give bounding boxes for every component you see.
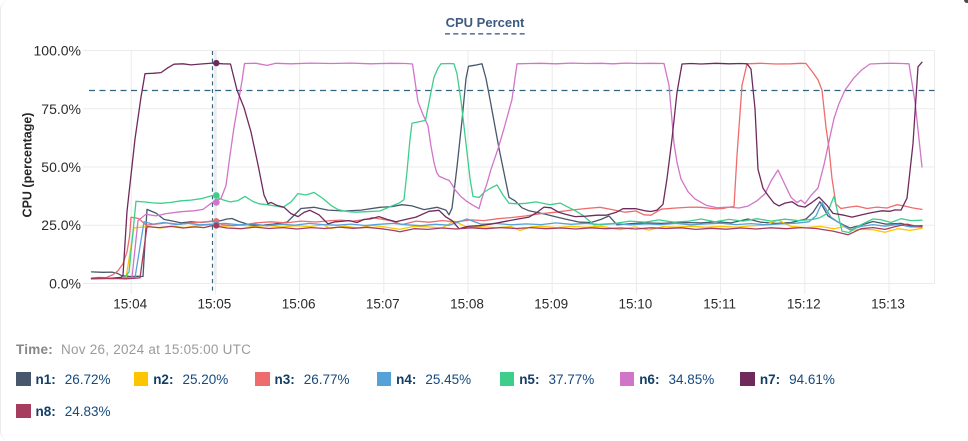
svg-text:15:04: 15:04 — [113, 297, 147, 312]
svg-text:0.0%: 0.0% — [49, 276, 81, 292]
svg-text:15:08: 15:08 — [450, 297, 484, 312]
svg-text:25.0%: 25.0% — [41, 217, 81, 233]
svg-text:15:05: 15:05 — [198, 297, 232, 312]
svg-text:15:11: 15:11 — [703, 297, 736, 312]
svg-text:100.0%: 100.0% — [34, 43, 81, 59]
svg-text:15:07: 15:07 — [366, 297, 400, 312]
svg-text:50.0%: 50.0% — [41, 159, 81, 175]
svg-text:15:09: 15:09 — [534, 297, 568, 312]
svg-text:15:12: 15:12 — [787, 297, 821, 312]
svg-text:15:06: 15:06 — [282, 297, 316, 312]
svg-text:75.0%: 75.0% — [41, 101, 81, 117]
svg-text:CPU (percentage): CPU (percentage) — [21, 113, 35, 218]
svg-text:15:13: 15:13 — [871, 297, 905, 312]
svg-text:15:10: 15:10 — [619, 297, 653, 312]
